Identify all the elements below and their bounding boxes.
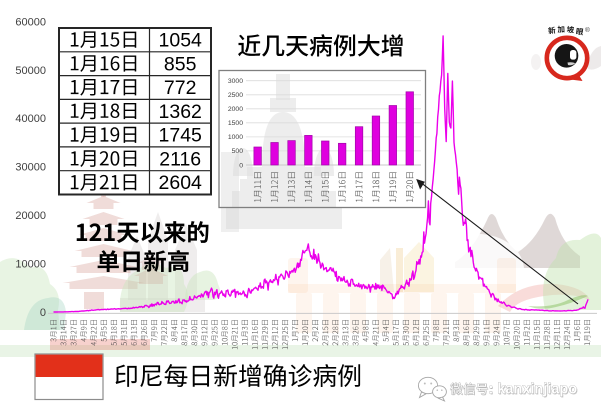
svg-text:855: 855 (164, 53, 197, 75)
svg-text:500: 500 (232, 148, 244, 155)
svg-text:0: 0 (239, 162, 243, 169)
svg-text:1745: 1745 (159, 125, 203, 147)
svg-text:: kanxinjiapo: : kanxinjiapo (489, 382, 578, 398)
svg-text:2116: 2116 (159, 148, 201, 170)
svg-text:1000: 1000 (228, 134, 243, 141)
svg-text:1500: 1500 (228, 120, 243, 127)
svg-text:2000: 2000 (228, 106, 243, 113)
svg-text:60000: 60000 (15, 16, 46, 28)
svg-text:2604: 2604 (159, 172, 203, 194)
svg-text:3000: 3000 (228, 78, 243, 85)
svg-text:1054: 1054 (159, 30, 203, 52)
svg-text:0: 0 (40, 307, 46, 319)
svg-text:®: ® (585, 26, 590, 34)
svg-text:1362: 1362 (159, 101, 202, 123)
svg-text:40000: 40000 (15, 113, 46, 125)
svg-text:50000: 50000 (15, 65, 46, 77)
svg-text:10000: 10000 (15, 258, 46, 270)
svg-text:20000: 20000 (15, 210, 46, 222)
svg-text:30000: 30000 (15, 162, 46, 174)
svg-text:: kanxinjiapo: : kanxinjiapo (489, 382, 578, 398)
svg-text:2500: 2500 (228, 92, 243, 99)
svg-text:772: 772 (164, 77, 197, 99)
